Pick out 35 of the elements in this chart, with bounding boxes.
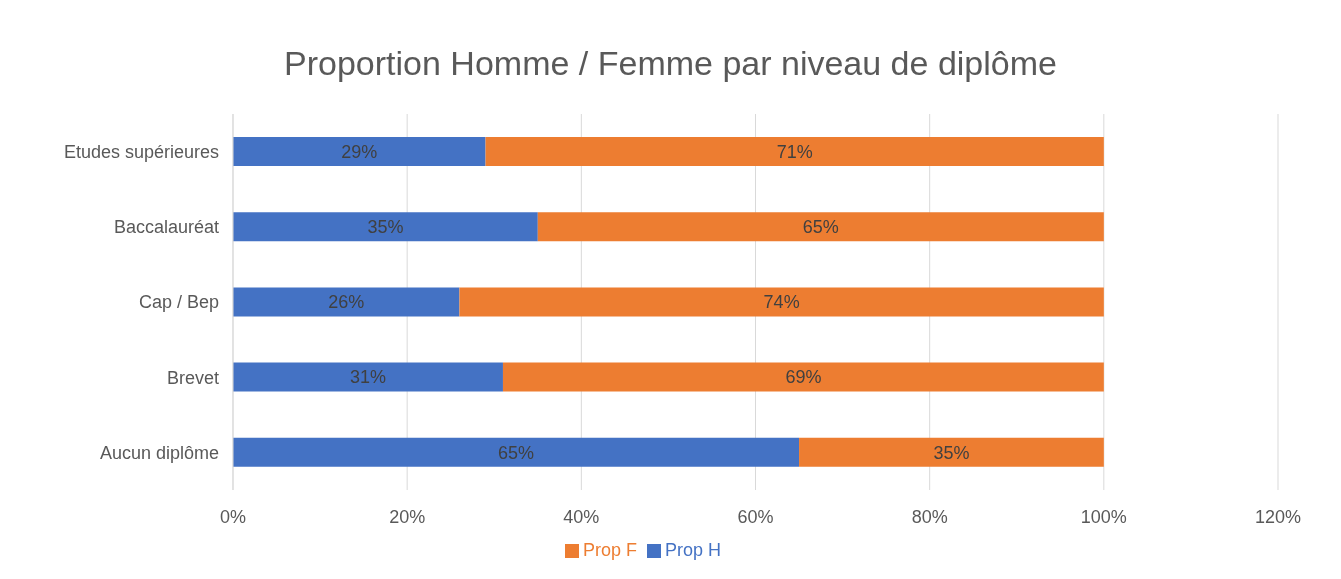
- x-tick-label: 120%: [1254, 506, 1302, 527]
- legend-label: Prop H: [665, 540, 722, 560]
- data-label: 65%: [802, 217, 839, 238]
- y-tick-label: Cap / Bep: [138, 292, 219, 313]
- x-tick-label: 20%: [389, 506, 426, 527]
- bar: [502, 362, 1104, 392]
- data-label: 26%: [328, 292, 365, 313]
- data-label: 65%: [498, 442, 535, 463]
- data-label: 29%: [341, 141, 378, 162]
- x-tick-label: 80%: [911, 506, 948, 527]
- data-label: 35%: [367, 217, 404, 238]
- bar: [233, 137, 486, 166]
- data-label: 35%: [933, 442, 970, 463]
- bar: [537, 212, 1104, 242]
- chart-title: Proportion Homme / Femme par niveau de diplôme: [283, 43, 1058, 84]
- data-label: 69%: [785, 367, 822, 388]
- bar: [233, 287, 460, 317]
- data-label: 74%: [763, 292, 800, 313]
- x-tick-label: 100%: [1080, 506, 1127, 527]
- bar: [459, 287, 1104, 317]
- bar: [233, 437, 800, 467]
- x-tick-label: 60%: [737, 506, 774, 527]
- y-tick-label: Baccalauréat: [113, 217, 219, 238]
- bar: [233, 212, 538, 242]
- bar: [485, 137, 1104, 166]
- y-tick-label: Etudes supérieures: [63, 141, 219, 162]
- legend-label: Prop F: [582, 540, 637, 560]
- data-label: 71%: [776, 141, 813, 162]
- x-tick-label: 0%: [219, 506, 247, 527]
- y-tick-label: Brevet: [166, 367, 219, 388]
- data-label: 31%: [349, 367, 386, 388]
- x-tick-label: 40%: [563, 506, 600, 527]
- bar: [233, 362, 503, 392]
- y-tick-label: Aucun diplôme: [99, 442, 219, 463]
- bar: [799, 437, 1104, 467]
